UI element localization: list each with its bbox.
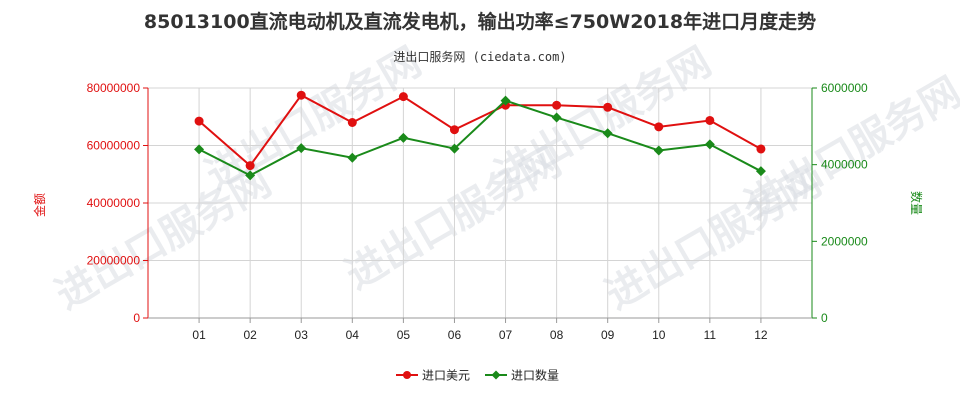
data-point-qty[interactable] (398, 132, 409, 143)
data-point-qty[interactable] (755, 166, 766, 177)
x-tick-label: 02 (243, 328, 257, 342)
right-tick-label: 0 (821, 311, 828, 325)
right-tick-label: 6000000 (821, 81, 868, 95)
data-point-qty[interactable] (449, 143, 460, 154)
series-layer (194, 90, 766, 181)
x-tick-label: 09 (601, 328, 615, 342)
left-tick-label: 0 (133, 311, 140, 325)
left-tick-label: 80000000 (87, 81, 141, 95)
right-axis-label: 数量 (909, 191, 924, 215)
x-axis-ticks: 01 02 03 04 05 06 07 08 09 10 11 12 (192, 318, 768, 342)
left-tick-label: 60000000 (87, 139, 141, 153)
data-point-qty[interactable] (245, 170, 256, 181)
series-line-2 (198, 99, 762, 177)
left-axis-label: 金额 (32, 193, 47, 217)
left-tick-label: 40000000 (87, 196, 141, 210)
data-point-usd[interactable] (756, 144, 766, 154)
x-tick-label: 04 (346, 328, 360, 342)
data-point-usd[interactable] (705, 115, 715, 125)
x-tick-label: 08 (550, 328, 564, 342)
chart-title: 85013100直流电动机及直流发电机，输出功率≤750W2018年进口月度走势 (144, 10, 816, 33)
data-point-qty[interactable] (653, 145, 664, 156)
data-point-usd[interactable] (296, 90, 306, 100)
legend: 进口美元 进口数量 (396, 368, 559, 383)
data-point-usd[interactable] (245, 161, 255, 171)
x-tick-label: 01 (192, 328, 206, 342)
data-point-usd[interactable] (603, 102, 613, 112)
right-axis-ticks: 0 2000000 4000000 6000000 (812, 81, 868, 325)
data-point-qty[interactable] (347, 152, 358, 163)
right-tick-label: 4000000 (821, 158, 868, 172)
legend-label-import-qty: 进口数量 (511, 368, 559, 383)
series-line-1 (198, 93, 762, 168)
data-point-qty[interactable] (551, 112, 562, 123)
data-point-qty[interactable] (500, 95, 511, 106)
x-tick-label: 06 (448, 328, 462, 342)
data-point-qty[interactable] (296, 143, 307, 154)
x-tick-label: 11 (704, 328, 717, 342)
legend-item-import-usd[interactable]: 进口美元 (396, 369, 470, 383)
series-1 (194, 90, 766, 171)
data-point-usd[interactable] (654, 122, 664, 132)
x-tick-label: 12 (754, 328, 768, 342)
legend-label-import-usd: 进口美元 (422, 369, 470, 383)
left-axis-ticks: 0 20000000 40000000 60000000 80000000 (87, 81, 148, 325)
chart-subtitle: 进出口服务网 (ciedata.com) (393, 49, 566, 64)
data-point-usd[interactable] (347, 118, 357, 127)
data-point-qty[interactable] (602, 128, 613, 139)
x-tick-label: 10 (652, 328, 666, 342)
left-tick-label: 20000000 (87, 254, 141, 268)
x-tick-label: 03 (295, 328, 309, 342)
legend-marker-import-usd (403, 371, 411, 379)
data-point-qty[interactable] (194, 144, 205, 155)
right-tick-label: 2000000 (821, 234, 868, 248)
data-point-usd[interactable] (449, 125, 459, 135)
legend-item-import-qty[interactable]: 进口数量 (485, 368, 559, 383)
data-point-usd[interactable] (398, 92, 408, 102)
legend-marker-import-qty (491, 370, 501, 380)
x-tick-label: 07 (499, 328, 513, 342)
data-point-qty[interactable] (704, 139, 715, 150)
series-2 (194, 95, 766, 181)
data-point-usd[interactable] (194, 116, 204, 126)
x-tick-label: 05 (397, 328, 411, 342)
data-point-usd[interactable] (552, 100, 562, 110)
